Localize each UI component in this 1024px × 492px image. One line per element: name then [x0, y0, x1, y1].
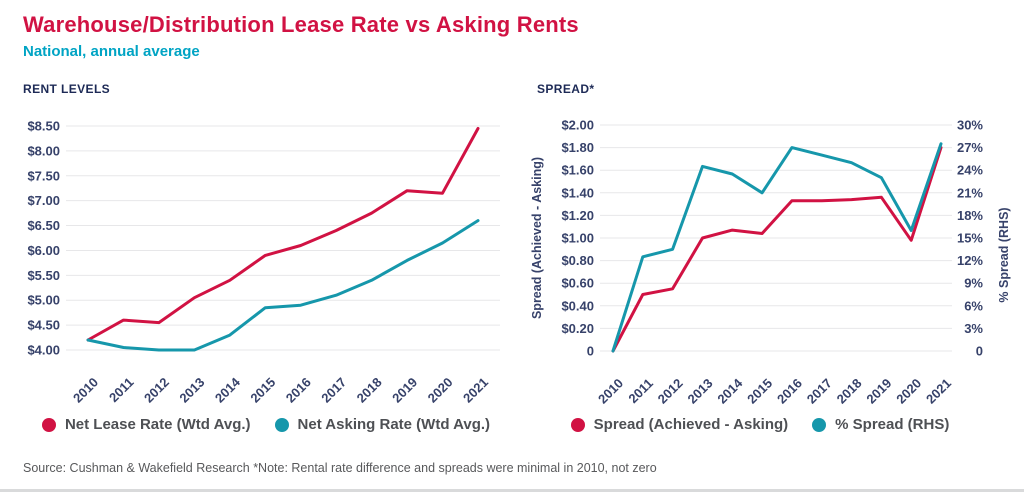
right-y-axis-tick: 24% [957, 163, 983, 178]
x-axis-tick: 2017 [318, 375, 349, 405]
section-label-spread: SPREAD* [537, 82, 595, 96]
x-axis-tick: 2021 [460, 375, 491, 405]
y-axis-tick: $8.50 [27, 119, 60, 134]
y-axis-tick: $1.40 [561, 185, 594, 200]
x-axis-tick: 2019 [863, 376, 894, 405]
legend-dot-icon [41, 417, 56, 432]
y-axis-tick: $7.00 [27, 193, 60, 208]
legend-item-spread: Spread (Achieved - Asking) [570, 416, 789, 433]
legend-label: Spread (Achieved - Asking) [593, 416, 789, 433]
spread-chart: $2.00 $1.80 $1.60 $1.40 $1.20 $1.00 $0.80 $0.60… [530, 118, 1011, 406]
y-axis-tick: $6.00 [27, 243, 60, 258]
x-axis-tick: 2020 [425, 375, 456, 405]
legend-dot-icon [570, 417, 585, 432]
y-axis-tick: $4.50 [27, 318, 60, 333]
x-axis-tick: 2016 [774, 376, 805, 405]
y-axis-tick: $1.00 [561, 231, 594, 246]
x-axis-tick: 2015 [247, 375, 278, 405]
x-axis-tick: 2013 [176, 375, 207, 405]
y-axis-tick: $0.80 [561, 253, 594, 268]
page-subtitle: National, annual average [23, 43, 200, 60]
right-y-axis-tick: 18% [957, 208, 983, 223]
right-y-axis-tick: 21% [957, 185, 983, 200]
right-y-axis-tick: 30% [957, 118, 983, 133]
page-title: Warehouse/Distribution Lease Rate vs Ask… [23, 12, 579, 37]
x-axis-tick: 2018 [834, 376, 865, 405]
x-axis-tick: 2014 [714, 375, 746, 405]
right-y-axis-tick: 27% [957, 140, 983, 155]
legend-label: Net Asking Rate (Wtd Avg.) [297, 416, 491, 433]
y-axis-tick: $8.00 [27, 143, 60, 158]
x-axis-tick: 2014 [212, 374, 244, 405]
right-y-axis-tick: 9% [964, 276, 983, 291]
y-axis-tick: 0 [587, 344, 594, 359]
x-axis-tick: 2011 [106, 375, 137, 405]
series-line [611, 142, 943, 353]
legend-label: % Spread (RHS) [835, 416, 950, 433]
x-axis-tick: 2012 [141, 375, 172, 405]
y-axis-tick: $0.40 [561, 298, 594, 313]
right-y-axis-tick: 6% [964, 298, 983, 313]
rent-levels-chart: $8.50 $8.00 $7.50 $7.00 $6.50 $6.00 $5.50 $5.00… [27, 119, 500, 405]
right-y-axis-tick: 15% [957, 231, 983, 246]
right-y-axis-tick: 3% [964, 321, 983, 336]
y-axis-tick: $4.00 [27, 343, 60, 358]
series-line [611, 146, 943, 353]
y-axis-tick: $0.20 [561, 321, 594, 336]
right-y-axis-tick: 12% [957, 253, 983, 268]
legend-item-net-lease-rate: Net Lease Rate (Wtd Avg.) [41, 416, 251, 433]
y-axis-tick: $1.60 [561, 163, 594, 178]
rent-levels-legend: Net Lease Rate (Wtd Avg.) Net Asking Rat… [20, 416, 512, 433]
y-axis-tick: $5.00 [27, 293, 60, 308]
legend-dot-icon [812, 417, 827, 432]
y-axis-tick: $6.50 [27, 218, 60, 233]
source-note: Source: Cushman & Wakefield Research *No… [23, 461, 657, 475]
legend-dot-icon [274, 417, 289, 432]
y-axis-tick: $1.20 [561, 208, 594, 223]
x-axis-tick: 2015 [744, 376, 775, 405]
series-line [86, 127, 480, 342]
x-axis-tick: 2010 [595, 376, 626, 405]
legend-item-net-asking-rate: Net Asking Rate (Wtd Avg.) [274, 416, 491, 433]
x-axis-tick: 2020 [893, 376, 924, 405]
x-axis-tick: 2012 [655, 376, 686, 405]
section-label-rent-levels: RENT LEVELS [23, 82, 111, 96]
legend-item-pct-spread: % Spread (RHS) [812, 416, 949, 433]
x-axis-tick: 2019 [389, 375, 420, 405]
legend-label: Net Lease Rate (Wtd Avg.) [64, 416, 251, 433]
y-axis-tick: $1.80 [561, 140, 594, 155]
right-axis-title: % Spread (RHS) [997, 207, 1011, 302]
y-axis-tick: $5.50 [27, 268, 60, 283]
x-axis-tick: 2011 [625, 376, 656, 405]
x-axis-tick: 2016 [283, 375, 314, 405]
y-axis-tick: $0.60 [561, 276, 594, 291]
spread-legend: Spread (Achieved - Asking) % Spread (RHS… [535, 416, 985, 433]
y-axis-tick: $7.50 [27, 168, 60, 183]
x-axis-tick: 2013 [685, 376, 716, 405]
x-axis-tick: 2018 [354, 375, 385, 405]
x-axis-tick: 2017 [804, 376, 835, 405]
x-axis-tick: 2010 [70, 375, 101, 405]
y-axis-tick: $2.00 [561, 118, 594, 133]
series-line [86, 219, 480, 352]
right-y-axis-tick: 0 [976, 344, 983, 359]
left-axis-title: Spread (Achieved - Asking) [530, 157, 544, 319]
x-axis-tick: 2021 [923, 376, 954, 405]
